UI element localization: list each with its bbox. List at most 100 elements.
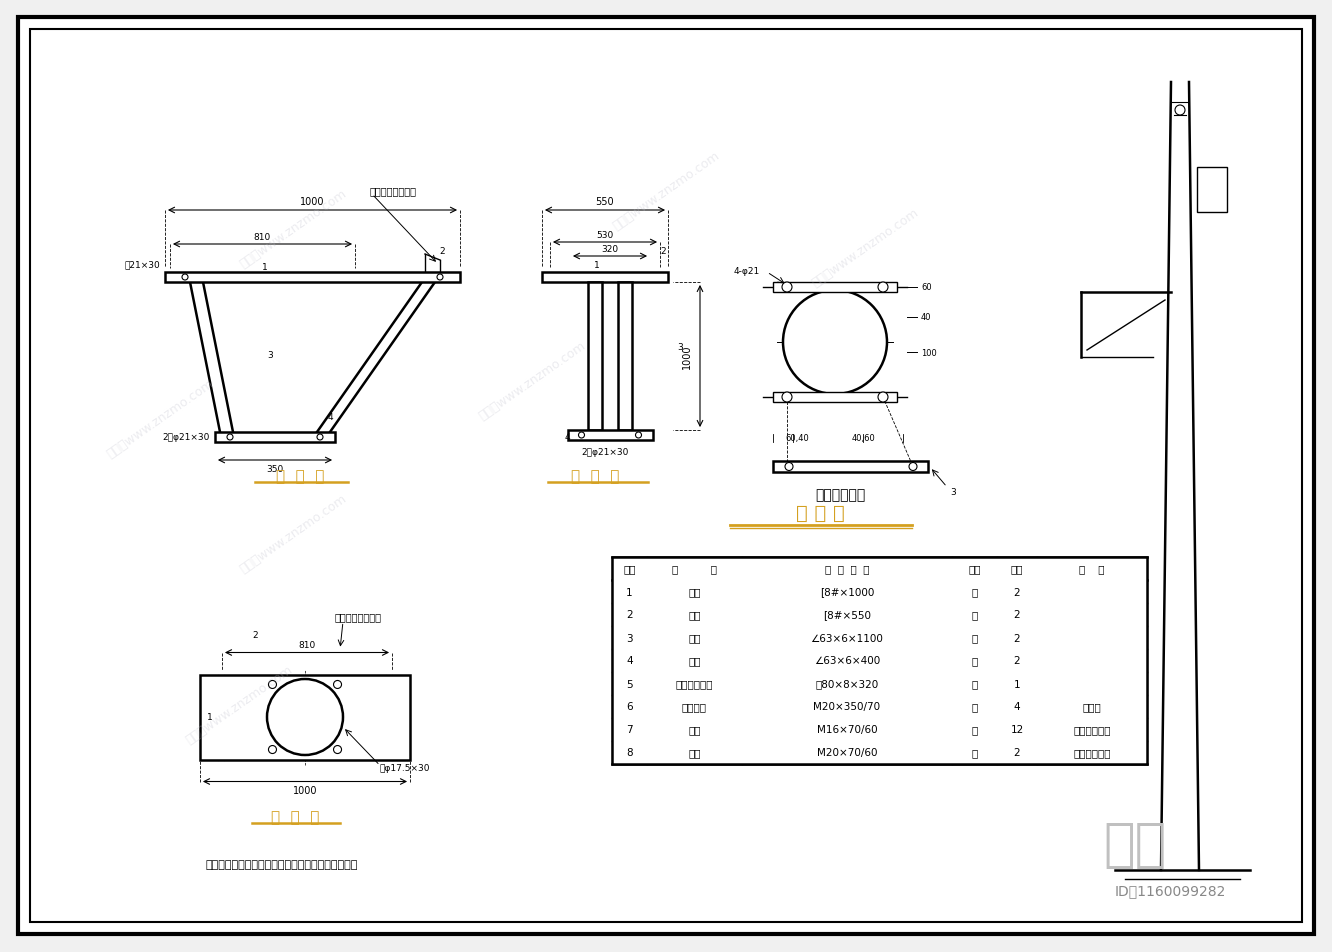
Text: 配螺帽、弹垫: 配螺帽、弹垫 <box>1074 747 1111 758</box>
Circle shape <box>226 434 233 441</box>
Text: 2: 2 <box>440 247 445 255</box>
Circle shape <box>269 681 277 688</box>
Text: 规  格  型  号: 规 格 型 号 <box>825 564 870 574</box>
Text: 530: 530 <box>597 230 614 239</box>
Text: [8#×550: [8#×550 <box>823 610 871 620</box>
Text: 8: 8 <box>626 747 633 758</box>
Text: 4: 4 <box>328 413 333 422</box>
Text: 知末网www.znzmo.com: 知末网www.znzmo.com <box>810 206 922 289</box>
Bar <box>542 272 669 283</box>
Bar <box>587 283 602 430</box>
Text: 4: 4 <box>565 432 570 441</box>
Text: 知末网www.znzmo.com: 知末网www.znzmo.com <box>477 339 589 423</box>
Circle shape <box>182 275 188 281</box>
Text: 配双帽: 配双帽 <box>1083 702 1102 712</box>
Text: 100: 100 <box>920 348 936 357</box>
Circle shape <box>878 283 888 292</box>
Text: ∠63×6×1100: ∠63×6×1100 <box>811 633 883 643</box>
Text: 知末网www.znzmo.com: 知末网www.znzmo.com <box>237 187 349 270</box>
Text: 810: 810 <box>254 232 272 241</box>
Text: 名          称: 名 称 <box>673 564 717 574</box>
Text: [8#×1000: [8#×1000 <box>819 586 874 597</box>
Text: 侧  面  图: 侧 面 图 <box>571 469 619 484</box>
Text: 350: 350 <box>266 465 284 474</box>
Circle shape <box>269 745 277 754</box>
Text: 立  面  图: 立 面 图 <box>276 469 324 484</box>
Text: M20×70/60: M20×70/60 <box>817 747 878 758</box>
Circle shape <box>908 463 916 471</box>
Circle shape <box>333 681 341 688</box>
Text: 1: 1 <box>594 261 599 270</box>
Text: 550: 550 <box>595 197 614 207</box>
Text: －80×8×320: －80×8×320 <box>815 679 879 689</box>
Text: 依据计量箱尺寸定: 依据计量箱尺寸定 <box>336 612 382 622</box>
Bar <box>1197 168 1227 213</box>
Text: 1000: 1000 <box>300 197 325 207</box>
Bar <box>214 432 336 443</box>
Text: 知末网www.znzmo.com: 知末网www.znzmo.com <box>184 663 296 746</box>
Text: 320: 320 <box>602 246 618 254</box>
Text: 2: 2 <box>1014 610 1020 620</box>
Text: 4: 4 <box>626 656 633 665</box>
Text: 2: 2 <box>1014 747 1020 758</box>
Text: 套: 套 <box>971 702 978 712</box>
Text: 注：加工件要求热镀锌；焊接要求牢固、焊缝饱满。: 注：加工件要求热镀锌；焊接要求牢固、焊缝饱满。 <box>205 859 357 869</box>
Text: 依据计量箱尺寸定: 依据计量箱尺寸定 <box>370 186 417 196</box>
Circle shape <box>437 275 444 281</box>
Text: 3: 3 <box>268 350 273 359</box>
Text: ID：1160099282: ID：1160099282 <box>1115 883 1225 897</box>
Text: 2: 2 <box>661 247 666 255</box>
Text: 根: 根 <box>971 633 978 643</box>
Text: 配螺帽、弹垫: 配螺帽、弹垫 <box>1074 724 1111 735</box>
Bar <box>773 283 896 292</box>
Text: 槽钢: 槽钢 <box>689 610 701 620</box>
Text: 1: 1 <box>626 586 633 597</box>
Text: 螺栓: 螺栓 <box>689 724 701 735</box>
Text: 2: 2 <box>1014 586 1020 597</box>
Circle shape <box>782 392 793 403</box>
Text: 槽钢: 槽钢 <box>689 586 701 597</box>
Text: 角钢: 角钢 <box>689 633 701 643</box>
Text: 40: 40 <box>920 313 931 322</box>
Text: 3: 3 <box>626 633 633 643</box>
Text: 单位: 单位 <box>968 564 980 574</box>
Bar <box>773 392 896 403</box>
Text: 3: 3 <box>950 488 956 497</box>
Text: 知末: 知末 <box>1103 818 1167 870</box>
Text: 2: 2 <box>626 610 633 620</box>
Text: 孔21×30: 孔21×30 <box>124 260 160 269</box>
Text: 2: 2 <box>1014 633 1020 643</box>
Text: 数量: 数量 <box>1011 564 1023 574</box>
Circle shape <box>317 434 322 441</box>
Text: 角钢: 角钢 <box>689 656 701 665</box>
Text: 12: 12 <box>1011 724 1023 735</box>
Text: 2孔φ21×30: 2孔φ21×30 <box>581 448 629 457</box>
Text: 横梁加强抱箍: 横梁加强抱箍 <box>675 679 713 689</box>
Text: 60: 60 <box>920 283 931 292</box>
Circle shape <box>266 680 344 755</box>
Text: 螺栓: 螺栓 <box>689 747 701 758</box>
Text: 4: 4 <box>1014 702 1020 712</box>
Text: 知末网www.znzmo.com: 知末网www.znzmo.com <box>237 491 349 575</box>
Text: 810: 810 <box>298 641 316 649</box>
Text: 2: 2 <box>252 630 258 640</box>
Text: 1: 1 <box>1014 679 1020 689</box>
Circle shape <box>878 392 888 403</box>
Circle shape <box>783 290 887 394</box>
Text: 知末网www.znzmo.com: 知末网www.znzmo.com <box>610 149 722 232</box>
Text: 1: 1 <box>262 262 268 271</box>
Text: 横梁加强抱箍: 横梁加强抱箍 <box>815 487 864 502</box>
Bar <box>618 283 631 430</box>
Text: 40,60: 40,60 <box>851 433 875 442</box>
Text: 套: 套 <box>971 747 978 758</box>
Text: 1000: 1000 <box>682 345 693 368</box>
Bar <box>567 430 653 441</box>
Bar <box>773 462 928 472</box>
Circle shape <box>1175 106 1185 116</box>
Text: 3: 3 <box>677 343 683 352</box>
Circle shape <box>782 283 793 292</box>
Text: 60,40: 60,40 <box>785 433 809 442</box>
Text: 1000: 1000 <box>293 785 317 796</box>
Text: ∠63×6×400: ∠63×6×400 <box>814 656 880 665</box>
Text: 根: 根 <box>971 586 978 597</box>
